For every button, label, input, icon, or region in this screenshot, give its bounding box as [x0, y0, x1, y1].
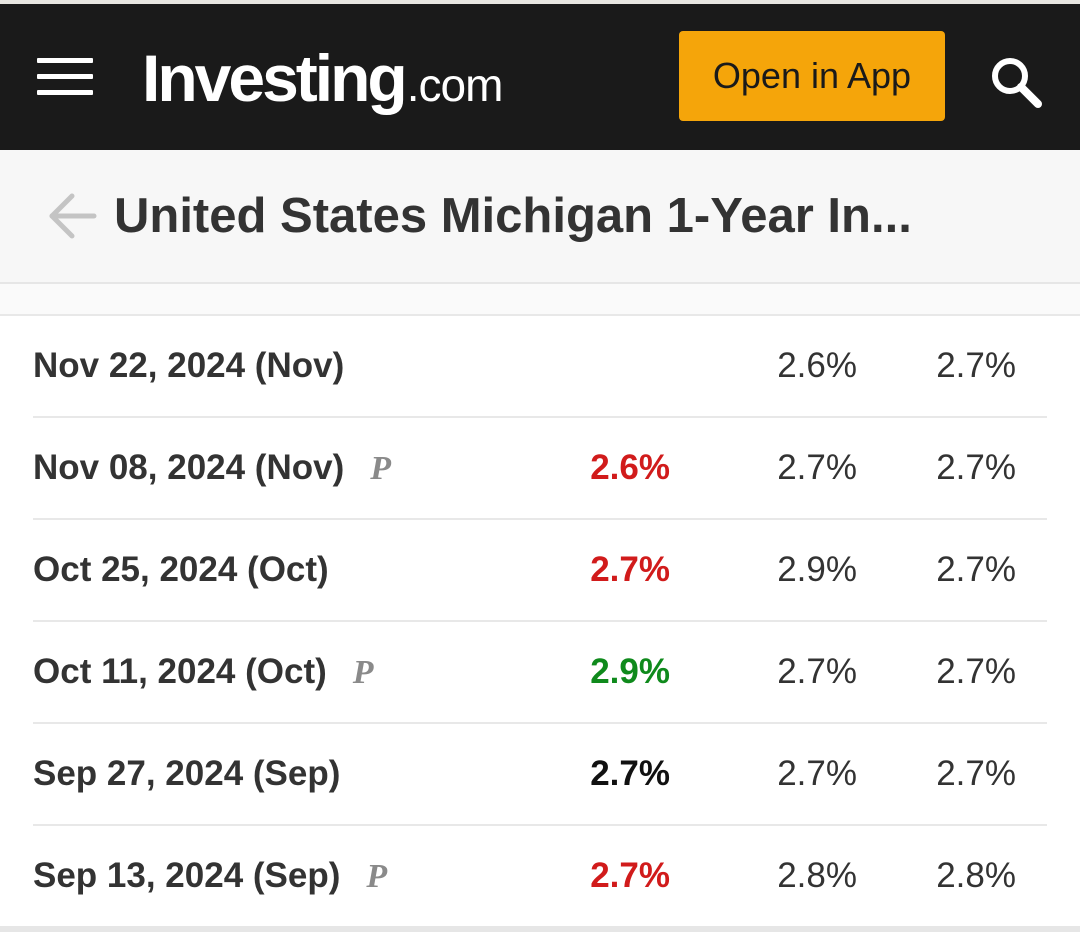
release-date-text: Nov 22, 2024 (Nov) [33, 346, 345, 385]
previous-value: 2.7% [936, 346, 1016, 385]
page-titlebar: United States Michigan 1-Year In... [0, 150, 1080, 284]
release-date-text: Oct 11, 2024 (Oct) [33, 652, 327, 691]
bottom-divider [0, 926, 1080, 932]
forecast-value: 2.7% [777, 652, 857, 691]
release-date-text: Nov 08, 2024 (Nov) [33, 448, 345, 487]
release-date: Nov 22, 2024 (Nov) [33, 316, 344, 416]
history-table: Nov 22, 2024 (Nov) 2.6% 2.7% Nov 08, 2024 (… [33, 316, 1047, 928]
site-header: Investing .com Open in App [0, 4, 1080, 150]
table-row[interactable]: Oct 25, 2024 (Oct) 2.7% 2.9% 2.7% [33, 520, 1047, 622]
hamburger-line [37, 74, 93, 79]
forecast-value: 2.7% [777, 448, 857, 487]
preliminary-badge: P [370, 450, 392, 487]
release-date: Nov 08, 2024 (Nov) P [33, 418, 391, 518]
previous-value: 2.7% [936, 652, 1016, 691]
table-row[interactable]: Nov 22, 2024 (Nov) 2.6% 2.7% [33, 316, 1047, 418]
logo-tld: .com [406, 59, 504, 111]
table-row[interactable]: Sep 27, 2024 (Sep) 2.7% 2.7% 2.7% [33, 724, 1047, 826]
preliminary-badge: P [366, 858, 388, 895]
back-arrow-icon[interactable] [46, 190, 98, 242]
page-title: United States Michigan 1-Year In... [114, 189, 912, 243]
forecast-value: 2.8% [777, 856, 857, 895]
actual-value: 2.7% [590, 550, 670, 589]
table-row[interactable]: Nov 08, 2024 (Nov) P 2.6% 2.7% 2.7% [33, 418, 1047, 520]
previous-value: 2.8% [936, 856, 1016, 895]
release-date: Oct 25, 2024 (Oct) [33, 520, 329, 620]
forecast-value: 2.7% [777, 754, 857, 793]
release-date-text: Sep 27, 2024 (Sep) [33, 754, 341, 793]
hamburger-line [37, 58, 93, 63]
release-date: Oct 11, 2024 (Oct) P [33, 622, 374, 722]
actual-value: 2.7% [590, 856, 670, 895]
logo-wordmark: Investing [142, 41, 408, 115]
forecast-value: 2.9% [777, 550, 857, 589]
open-in-app-button[interactable]: Open in App [679, 31, 945, 121]
preliminary-badge: P [352, 654, 374, 691]
investing-logo[interactable]: Investing .com [142, 38, 503, 118]
actual-value: 2.6% [590, 448, 670, 487]
status-strip [0, 0, 1080, 4]
table-row[interactable]: Oct 11, 2024 (Oct) P 2.9% 2.7% 2.7% [33, 622, 1047, 724]
previous-value: 2.7% [936, 448, 1016, 487]
previous-value: 2.7% [936, 550, 1016, 589]
release-date-text: Sep 13, 2024 (Sep) [33, 856, 341, 895]
hamburger-icon[interactable] [37, 58, 93, 96]
actual-value: 2.9% [590, 652, 670, 691]
table-header-gap [0, 284, 1080, 316]
forecast-value: 2.6% [777, 346, 857, 385]
previous-value: 2.7% [936, 754, 1016, 793]
search-icon[interactable] [988, 54, 1044, 110]
actual-value: 2.7% [590, 754, 670, 793]
release-date: Sep 27, 2024 (Sep) [33, 724, 340, 824]
table-row[interactable]: Sep 13, 2024 (Sep) P 2.7% 2.8% 2.8% [33, 826, 1047, 928]
release-date-text: Oct 25, 2024 (Oct) [33, 550, 329, 589]
release-date: Sep 13, 2024 (Sep) P [33, 826, 387, 926]
hamburger-line [37, 90, 93, 95]
